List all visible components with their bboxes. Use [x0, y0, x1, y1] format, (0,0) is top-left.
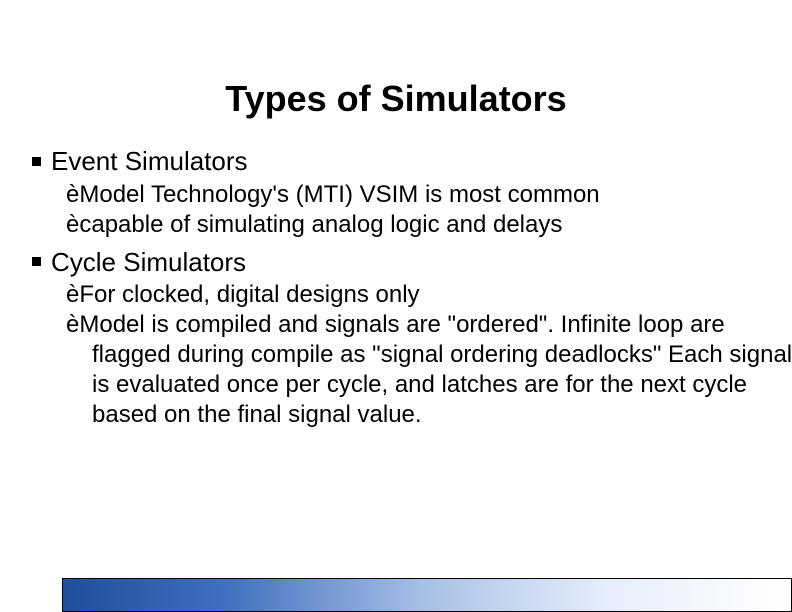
bullet-heading: Cycle Simulators	[51, 247, 246, 277]
sub-bullet-text: Model is compiled and signals are "order…	[79, 311, 792, 428]
footer-gradient-bar	[62, 578, 792, 612]
sub-bullet: èModel is compiled and signals are "orde…	[66, 310, 792, 430]
sub-bullet: èFor clocked, digital designs only	[66, 280, 792, 310]
square-bullet-icon	[32, 157, 41, 166]
arrow-icon: è	[66, 311, 79, 338]
sub-bullets-event: èModel Technology's (MTI) VSIM is most c…	[66, 180, 792, 240]
slide-title: Types of Simulators	[0, 78, 792, 120]
bullet-event-simulators: Event Simulators	[32, 145, 792, 178]
arrow-icon: è	[66, 281, 79, 308]
bullet-heading: Event Simulators	[51, 146, 248, 176]
sub-bullet-text: capable of simulating analog logic and d…	[79, 211, 562, 238]
arrow-icon: è	[66, 211, 79, 238]
sub-bullet-text: For clocked, digital designs only	[79, 281, 419, 308]
square-bullet-icon	[32, 257, 41, 266]
bullet-cycle-simulators: Cycle Simulators	[32, 246, 792, 279]
sub-bullets-cycle: èFor clocked, digital designs only èMode…	[66, 280, 792, 430]
arrow-icon: è	[66, 181, 79, 208]
slide: Types of Simulators Event Simulators èMo…	[0, 0, 792, 612]
sub-bullet: ècapable of simulating analog logic and …	[66, 210, 792, 240]
sub-bullet-text: Model Technology's (MTI) VSIM is most co…	[79, 181, 599, 208]
sub-bullet: èModel Technology's (MTI) VSIM is most c…	[66, 180, 792, 210]
slide-body: Event Simulators èModel Technology's (MT…	[32, 145, 792, 436]
